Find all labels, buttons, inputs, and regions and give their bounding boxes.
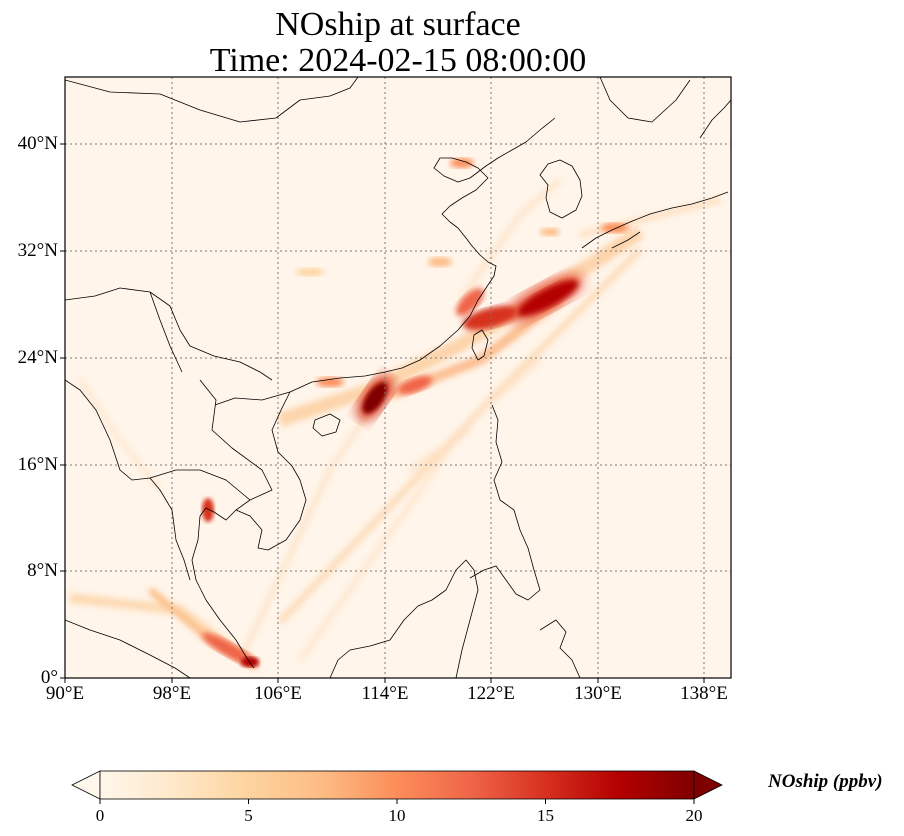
ne-coast xyxy=(599,77,691,123)
colorbar-gradient xyxy=(99,770,695,800)
china-inland-border xyxy=(65,287,273,511)
china-coast xyxy=(214,117,556,406)
lat-tick-label: 40°N xyxy=(17,133,58,154)
map-title-line2: Time: 2024-02-15 08:00:00 xyxy=(209,42,587,79)
japan-coast xyxy=(581,99,731,249)
colorbar-tick-label: 15 xyxy=(537,806,554,825)
colorbar-extend-high xyxy=(693,770,723,800)
lon-tick-label: 130°E xyxy=(574,683,622,704)
taiwan xyxy=(471,329,489,361)
colorbar-tick-label: 5 xyxy=(244,806,253,825)
sulawesi xyxy=(539,619,581,678)
sumatra xyxy=(65,619,191,678)
map-title-line1: NOship at surface xyxy=(275,6,521,43)
gridlines xyxy=(65,77,731,678)
lon-tick-label: 106°E xyxy=(254,683,302,704)
colorbar-label: NOship (ppbv) xyxy=(768,771,883,792)
lat-tick-label: 16°N xyxy=(17,454,58,475)
lon-tick-label: 114°E xyxy=(361,683,409,704)
lat-tick-label: 24°N xyxy=(17,347,58,368)
axis-ticks xyxy=(60,143,705,683)
lon-tick-label: 90°E xyxy=(45,683,85,704)
mongolia-border xyxy=(65,77,359,123)
map-frame xyxy=(64,76,732,679)
colorbar-tick-label: 0 xyxy=(95,806,105,825)
korea-coast xyxy=(539,159,583,219)
lon-tick-label: 122°E xyxy=(467,683,515,704)
lat-tick-label: 0° xyxy=(40,667,58,688)
colorbar-extend-low xyxy=(71,770,101,800)
hainan xyxy=(312,413,341,437)
lon-tick-label: 138°E xyxy=(680,683,728,704)
indochina-coast xyxy=(191,391,307,669)
philippines xyxy=(469,404,541,601)
borneo xyxy=(329,559,479,678)
colorbar-tick-label: 10 xyxy=(388,806,406,825)
coastlines xyxy=(65,77,731,678)
lon-tick-label: 98°E xyxy=(152,683,192,704)
lat-tick-label: 32°N xyxy=(17,240,58,261)
lat-tick-label: 8°N xyxy=(27,560,58,581)
colorbar-tick-label: 20 xyxy=(685,806,703,825)
myanmar-coast xyxy=(65,379,191,581)
